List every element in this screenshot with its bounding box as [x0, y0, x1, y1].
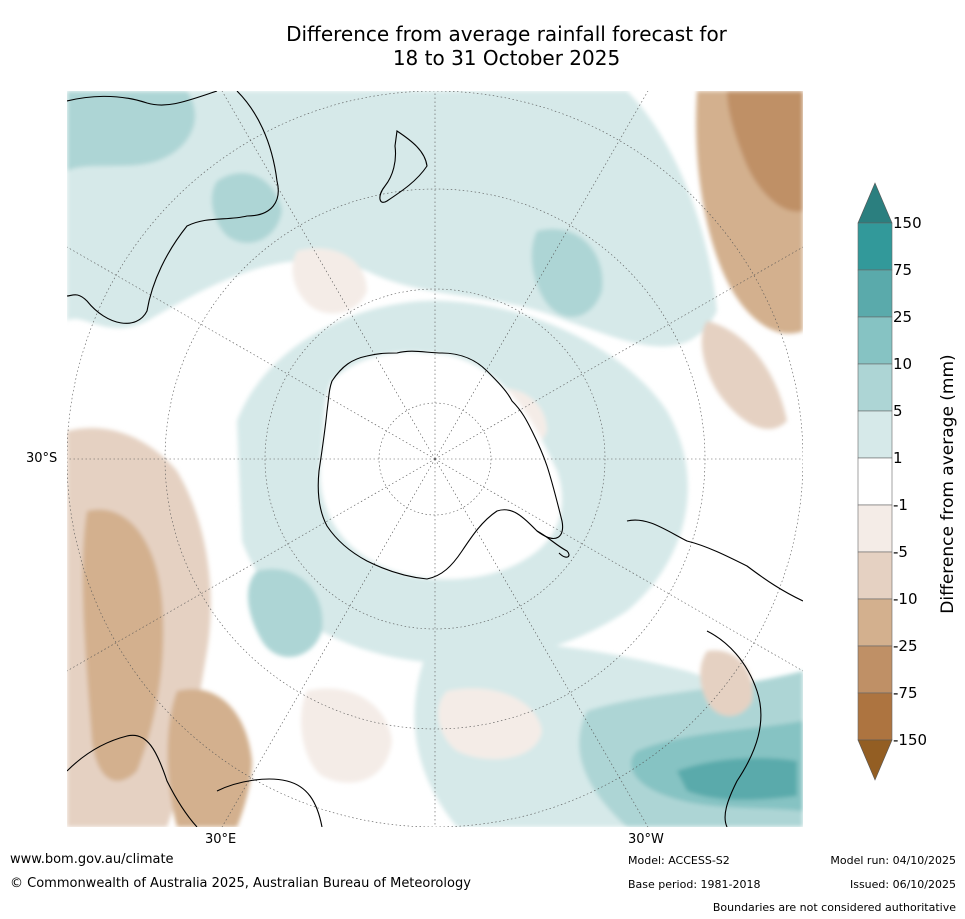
meridian-150w: [434, 91, 649, 460]
colorbar-band: [857, 457, 893, 506]
longitude-label-30e: 30°E: [205, 832, 237, 847]
dry-region-east: [301, 688, 392, 783]
issued-date: Issued: 06/10/2025: [849, 878, 956, 891]
coastline-new-zealand: [379, 130, 428, 203]
colorbar-extend-bottom: [857, 739, 893, 781]
meridian-30w: [434, 458, 649, 827]
latitude-label-30s: 30°S: [26, 451, 58, 466]
coastline-africa-east: [216, 778, 323, 827]
wet-region-tasman: [211, 172, 282, 243]
colorbar-band: [857, 269, 893, 318]
colorbar-tick-label: -75: [893, 684, 918, 702]
colorbar-tick-label: -10: [893, 590, 918, 608]
copyright-text: © Commonwealth of Australia 2025, Austra…: [10, 876, 471, 891]
antarctica-mask: [320, 351, 562, 580]
coastline-antarctica: [317, 350, 564, 580]
model-name: Model: ACCESS-S2: [628, 854, 730, 867]
parallel-45s: [164, 188, 706, 730]
dry-region-mid: [292, 248, 367, 314]
colorbar-tick-label: 1: [893, 449, 903, 467]
colorbar-tick-label: 25: [893, 308, 913, 326]
colorbar: [857, 182, 893, 781]
chart-title: Difference from average rainfall forecas…: [0, 22, 965, 70]
colorbar-band: [857, 410, 893, 459]
wet-region-s-atlantic: [247, 569, 323, 658]
meridian-60w: [434, 458, 803, 672]
wet-region-pacific: [531, 229, 603, 318]
colorbar-tick-label: 5: [893, 402, 903, 420]
colorbar-extend-top: [857, 182, 893, 224]
dry-region-indian-core: [82, 509, 164, 781]
meridian-60e: [67, 458, 436, 672]
colorbar-band: [857, 645, 893, 694]
coastline-south-america: [626, 519, 803, 827]
meridian-30e: [221, 458, 436, 827]
model-run-date: Model run: 04/10/2025: [830, 854, 956, 867]
colorbar-band: [857, 316, 893, 365]
coastlines: [67, 91, 803, 827]
rainfall-anomaly-map: [67, 91, 803, 827]
wet-region-nw: [67, 91, 196, 171]
dry-region-south-pacific-core: [727, 91, 803, 212]
colorbar-band: [857, 598, 893, 647]
wet-region-se-peak: [677, 758, 797, 800]
colorbar-band: [857, 692, 893, 741]
colorbar-band: [857, 222, 893, 271]
colorbar-tick-label: 10: [893, 355, 913, 373]
colorbar-title: Difference from average (mm): [938, 354, 958, 614]
dry-region-pacific-band: [701, 321, 787, 430]
colorbar-bands: [857, 222, 893, 741]
colorbar-tick-label: -25: [893, 637, 918, 655]
anomaly-shading: [67, 91, 803, 827]
colorbar-tick-label: 75: [893, 261, 913, 279]
colorbar-tick-label: -5: [893, 543, 908, 561]
title-line-1: Difference from average rainfall forecas…: [286, 22, 727, 46]
meridian-120w: [434, 246, 803, 460]
colorbar-tick-label: 150: [893, 214, 922, 232]
dry-region-africa: [167, 689, 252, 827]
colorbar-tick-label: -1: [893, 496, 908, 514]
coastline-australia: [67, 91, 279, 324]
meridian-150e: [221, 91, 436, 460]
coastline-africa: [67, 734, 198, 827]
colorbar-band: [857, 363, 893, 412]
base-period: Base period: 1981-2018: [628, 878, 761, 891]
colorbar-band: [857, 551, 893, 600]
coastline-antarctic-peninsula: [536, 530, 570, 558]
title-line-2: 18 to 31 October 2025: [392, 46, 621, 70]
colorbar-band: [857, 504, 893, 553]
colorbar-tick-label: -150: [893, 731, 928, 749]
dry-region-atlantic-band: [438, 688, 542, 760]
meridian-120e: [67, 246, 436, 460]
parallel-60s: [264, 288, 606, 630]
website-link[interactable]: www.bom.gov.au/climate: [10, 852, 174, 867]
longitude-label-30w: 30°W: [628, 832, 664, 847]
boundaries-disclaimer: Boundaries are not considered authoritat…: [712, 901, 956, 914]
graticule: [67, 91, 803, 827]
